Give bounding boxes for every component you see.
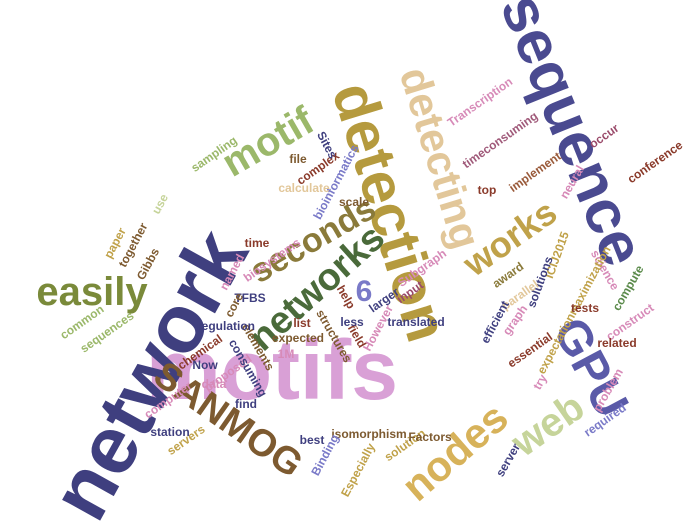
word-less: less — [340, 315, 364, 329]
word-timeconsuming: timeconsuming — [459, 108, 541, 172]
word-easily: easily — [36, 270, 148, 314]
word-expected: expected — [271, 331, 325, 345]
word-1m: 1M — [277, 347, 295, 361]
word-conference: conference — [624, 137, 686, 187]
word-file: file — [289, 152, 307, 166]
word-regulation: regulation — [196, 319, 256, 333]
word-tests: tests — [570, 301, 600, 315]
word-motifs: motifs — [146, 323, 398, 417]
word-especially: Especially — [338, 440, 378, 500]
word-server: server — [492, 440, 524, 480]
word-calculate: calculate — [278, 181, 330, 195]
word-transcription: Transcription — [444, 74, 516, 130]
word-related: related — [597, 336, 637, 350]
word-top: top — [477, 183, 497, 197]
word-tfbs: TFBS — [234, 291, 266, 305]
word-use: use — [148, 191, 172, 217]
word-nodes: nodes — [392, 393, 517, 510]
word-now: Now — [192, 358, 218, 372]
word-translated: translated — [387, 315, 445, 329]
word-isomorphism: isomorphism — [331, 427, 407, 441]
word-time: time — [244, 236, 270, 250]
word-station: station — [150, 425, 190, 439]
word-list: list — [293, 316, 311, 330]
word-factors: Factors — [408, 430, 452, 444]
word-find: find — [235, 397, 257, 411]
word-data: data — [201, 377, 227, 391]
word-best: best — [299, 433, 325, 447]
word-scale: scale — [338, 195, 370, 209]
word-6: 6 — [355, 275, 373, 308]
word-help: help — [333, 282, 359, 312]
